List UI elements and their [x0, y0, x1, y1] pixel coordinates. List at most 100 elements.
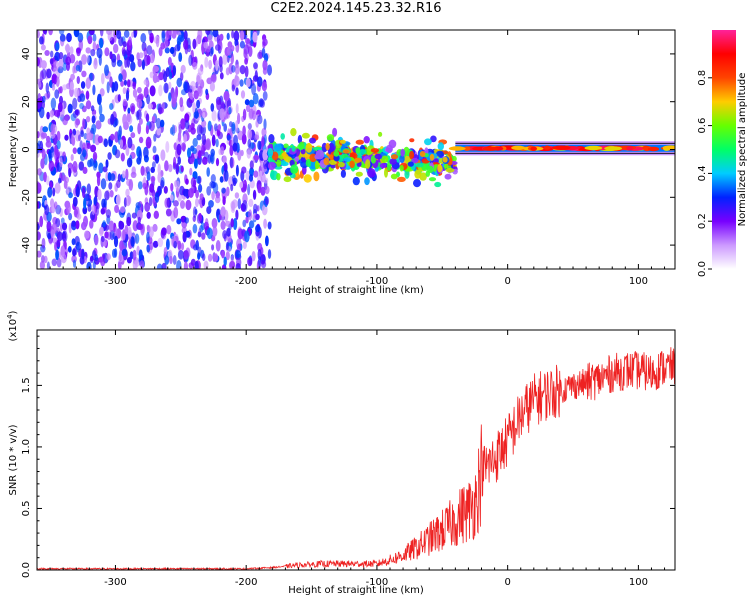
- heatmap-cell: [104, 47, 110, 57]
- heatmap-cell: [148, 196, 153, 207]
- heatmap-cell: [301, 132, 310, 139]
- heatmap-cell: [374, 153, 382, 160]
- heatmap-cell: [283, 176, 292, 183]
- heatmap-cell: [48, 149, 52, 159]
- heatmap-cell: [202, 253, 206, 261]
- heatmap-cell: [44, 204, 50, 216]
- heatmap-cell: [69, 81, 75, 91]
- heatmap-cell: [267, 64, 272, 76]
- heatmap-cell: [143, 79, 149, 86]
- snr-plot[interactable]: -300 -200 -100 0 100 0.0 0.5 1.0 1.5 Height of st…: [6, 310, 676, 596]
- heatmap-cell: [253, 203, 258, 214]
- heatmap-cell: [125, 195, 131, 207]
- heatmap-cell: [164, 47, 170, 54]
- heatmap-cell: [37, 250, 42, 258]
- heatmap-cell: [239, 30, 245, 41]
- heatmap-cell: [210, 174, 216, 184]
- heatmap-cell: [163, 247, 168, 256]
- heatmap-cell: [39, 36, 44, 45]
- heatmap-cell: [129, 125, 134, 133]
- heatmap-cell: [223, 90, 230, 102]
- heatmap-cell: [61, 222, 68, 231]
- heatmap-cell: [85, 47, 91, 54]
- heatmap-cell: [49, 110, 54, 118]
- heatmap-cell: [113, 43, 119, 54]
- heatmap-cell: [313, 171, 320, 182]
- heatmap-cell: [150, 175, 156, 183]
- heatmap-cell: [212, 30, 219, 38]
- heatmap-cell: [208, 59, 213, 70]
- heatmap-cell: [328, 159, 337, 165]
- heatmap-cell: [42, 126, 49, 133]
- heatmap-cell: [72, 97, 78, 110]
- heatmap-cell: [294, 155, 300, 162]
- heatmap-cell: [175, 163, 180, 175]
- heatmap-cell: [429, 153, 435, 161]
- heatmap-cell: [240, 90, 246, 99]
- heatmap-cell: [192, 147, 197, 154]
- heatmap-cell: [248, 198, 254, 208]
- heatmap-cell: [82, 187, 86, 199]
- heatmap-cell: [257, 242, 263, 252]
- heatmap-cell: [45, 82, 49, 94]
- heatmap-cell: [149, 71, 154, 79]
- heatmap-cell: [121, 248, 128, 257]
- heatmap-cell: [102, 220, 106, 228]
- heatmap-cell: [149, 54, 155, 64]
- heatmap-cell: [76, 76, 81, 84]
- heatmap-cell: [153, 133, 157, 142]
- y-tick-label: -40: [21, 237, 32, 253]
- heatmap-cell: [390, 173, 398, 180]
- y-tick-label: 1.0: [21, 439, 32, 455]
- heatmap-cell: [196, 99, 201, 109]
- heatmap-cell: [37, 131, 40, 139]
- heatmap-cell: [137, 181, 143, 190]
- heatmap-cell: [177, 250, 184, 260]
- heatmap-cell: [232, 179, 237, 187]
- heatmap-cell: [54, 89, 60, 99]
- heatmap-cell: [248, 174, 254, 182]
- heatmap-cell: [98, 256, 104, 263]
- heatmap-cell: [72, 65, 76, 75]
- heatmap-cell: [90, 105, 95, 112]
- heatmap-cell: [247, 123, 252, 130]
- heatmap-cell: [177, 156, 181, 165]
- heatmap-cell: [196, 124, 203, 136]
- heatmap-cell: [108, 220, 115, 232]
- heatmap-cell: [221, 250, 225, 259]
- heatmap-cell: [62, 84, 68, 91]
- heatmap-cell: [140, 165, 145, 176]
- heatmap-cell: [55, 76, 60, 87]
- heatmap-cell: [184, 113, 190, 123]
- heatmap-cell: [262, 91, 268, 101]
- heatmap-cell: [146, 171, 151, 182]
- heatmap-cell: [184, 120, 190, 130]
- heatmap-cell: [258, 256, 262, 267]
- heatmap-cell: [76, 213, 82, 220]
- heatmap-cell: [207, 120, 212, 132]
- heatmap-cell: [271, 151, 279, 161]
- heatmap-cell: [55, 249, 59, 261]
- heatmap-cell: [280, 161, 289, 167]
- heatmap-cell: [92, 33, 97, 42]
- heatmap-cell: [244, 65, 249, 78]
- heatmap-cell: [263, 160, 268, 170]
- heatmap-cell: [131, 212, 137, 219]
- heatmap-cell: [104, 231, 109, 239]
- heatmap-cell: [252, 93, 259, 105]
- heatmap-cell: [400, 148, 406, 157]
- heatmap-cell: [245, 215, 249, 224]
- heatmap-cell: [309, 137, 316, 144]
- heatmap-cell: [231, 199, 238, 209]
- heatmap-cell: [85, 77, 92, 89]
- heatmap-cell: [367, 168, 376, 178]
- heatmap-cell: [75, 220, 80, 230]
- heatmap-cell: [291, 145, 296, 152]
- heatmap-cell: [145, 124, 149, 135]
- heatmap-cell: [60, 254, 67, 264]
- heatmap-cell: [434, 181, 442, 188]
- heatmap-cell: [164, 160, 169, 172]
- heatmap-cell: [37, 223, 40, 230]
- heatmap-cell: [251, 251, 256, 262]
